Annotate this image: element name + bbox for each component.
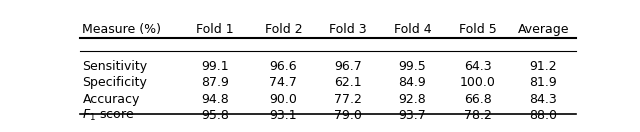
Text: Fold 4: Fold 4 [394,23,431,36]
Text: 93.1: 93.1 [269,109,297,122]
Text: 77.2: 77.2 [334,93,362,106]
Text: Fold 3: Fold 3 [329,23,367,36]
Text: 90.0: 90.0 [269,93,298,106]
Text: 74.7: 74.7 [269,76,298,89]
Text: Measure (%): Measure (%) [83,23,161,36]
Text: 84.9: 84.9 [399,76,426,89]
Text: 87.9: 87.9 [201,76,229,89]
Text: 100.0: 100.0 [460,76,495,89]
Text: 78.2: 78.2 [463,109,492,122]
Text: 93.7: 93.7 [399,109,426,122]
Text: Average: Average [518,23,569,36]
Text: 88.0: 88.0 [529,109,557,122]
Text: 99.1: 99.1 [202,60,229,73]
Text: 91.2: 91.2 [529,60,557,73]
Text: Specificity: Specificity [83,76,147,89]
Text: 92.8: 92.8 [399,93,426,106]
Text: 62.1: 62.1 [334,76,362,89]
Text: Accuracy: Accuracy [83,93,140,106]
Text: 94.8: 94.8 [202,93,229,106]
Text: 96.7: 96.7 [334,60,362,73]
Text: Fold 2: Fold 2 [264,23,302,36]
Text: Fold 1: Fold 1 [196,23,234,36]
Text: $\mathit{F}_1$ score: $\mathit{F}_1$ score [83,108,135,123]
Text: 81.9: 81.9 [529,76,557,89]
Text: 96.6: 96.6 [269,60,297,73]
Text: 66.8: 66.8 [463,93,492,106]
Text: 84.3: 84.3 [529,93,557,106]
Text: 95.8: 95.8 [201,109,229,122]
Text: 79.0: 79.0 [334,109,362,122]
Text: Fold 5: Fold 5 [459,23,497,36]
Text: 99.5: 99.5 [399,60,426,73]
Text: 64.3: 64.3 [464,60,492,73]
Text: Sensitivity: Sensitivity [83,60,148,73]
